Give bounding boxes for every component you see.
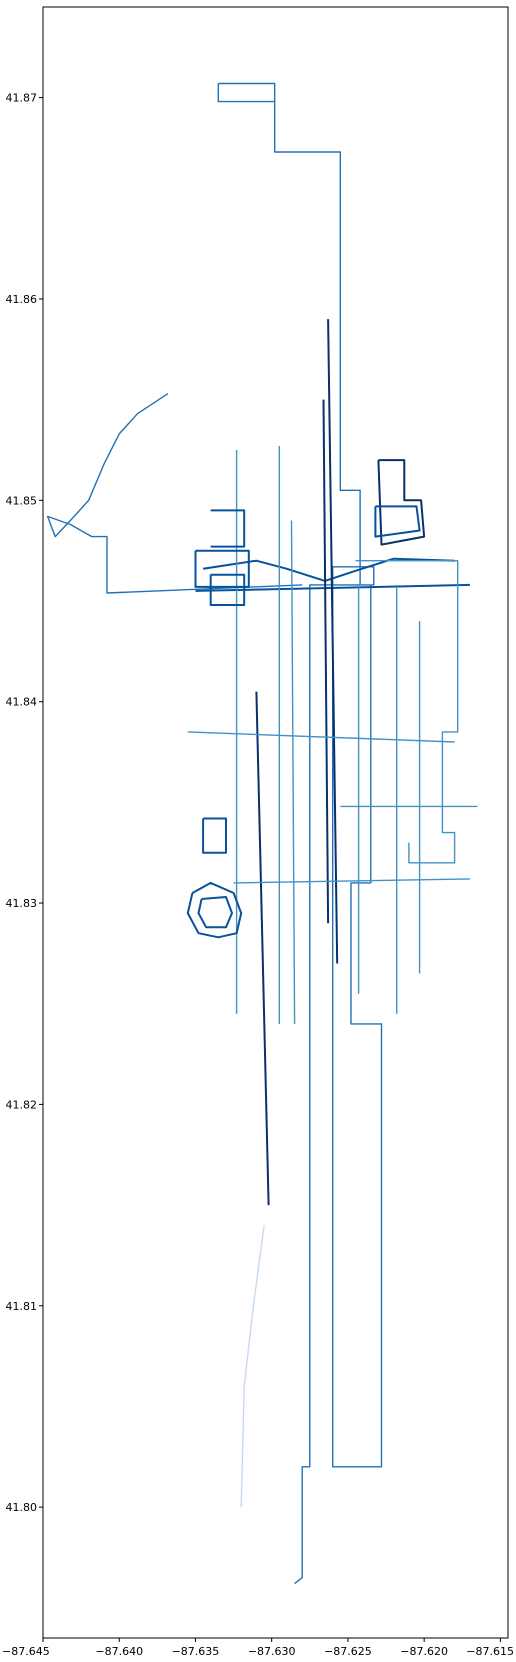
map-feature-rail-line-west <box>255 691 270 1206</box>
y-tick-label: 41.85 <box>6 494 38 507</box>
map-feature-west-block-upper <box>194 549 250 588</box>
map-feature-stadium-inner <box>197 896 233 929</box>
map-feature-west-block-lower <box>209 573 246 606</box>
x-tick-label: −87.615 <box>466 1645 514 1658</box>
y-tick-label: 41.83 <box>6 897 38 910</box>
map-feature-stadium <box>186 881 243 939</box>
x-tick-label: −87.620 <box>400 1645 448 1658</box>
y-tick-label: 41.82 <box>6 1098 38 1111</box>
map-feature-northeast-building <box>377 459 426 546</box>
map-features <box>46 82 478 1585</box>
map-feature-rail-line-center <box>327 319 339 964</box>
map-feature-rail-line-center-2 <box>322 399 330 924</box>
y-tick-label: 41.86 <box>6 293 38 306</box>
map-feature-boundary-outline <box>218 82 383 1585</box>
map-feature-south-east-tail <box>240 1225 265 1508</box>
map-feature-south-west-building <box>202 817 227 854</box>
y-tick-label: 41.84 <box>6 696 38 709</box>
map-feature-upper-left-shape <box>217 83 275 103</box>
plot-frame <box>42 6 509 1639</box>
x-tick-label: −87.630 <box>248 1645 296 1658</box>
y-tick-label: 41.81 <box>6 1300 38 1313</box>
x-tick-label: −87.635 <box>172 1645 220 1658</box>
y-tick-label: 41.80 <box>6 1501 38 1514</box>
x-tick-label: −87.625 <box>324 1645 372 1658</box>
map-feature-street-ns-3 <box>290 520 296 1024</box>
map-feature-east-block-outline <box>355 560 459 864</box>
map-feature-street-ew-2 <box>187 731 455 743</box>
map-feature-northwest-diagonal <box>46 393 303 594</box>
x-axis: −87.645 −87.640 −87.635 −87.630 −87.625 −87.6… <box>2 1638 514 1658</box>
map-feature-west-block-top <box>210 509 246 548</box>
x-tick-label: −87.640 <box>95 1645 143 1658</box>
map-feature-northeast-building-2 <box>374 505 421 538</box>
y-tick-label: 41.87 <box>6 92 38 105</box>
y-axis: 41.80 41.81 41.82 41.83 41.84 41.85 41.86 41.87 <box>6 92 43 1514</box>
x-tick-label: −87.645 <box>2 1645 50 1658</box>
map-feature-street-ew-4 <box>233 878 470 884</box>
